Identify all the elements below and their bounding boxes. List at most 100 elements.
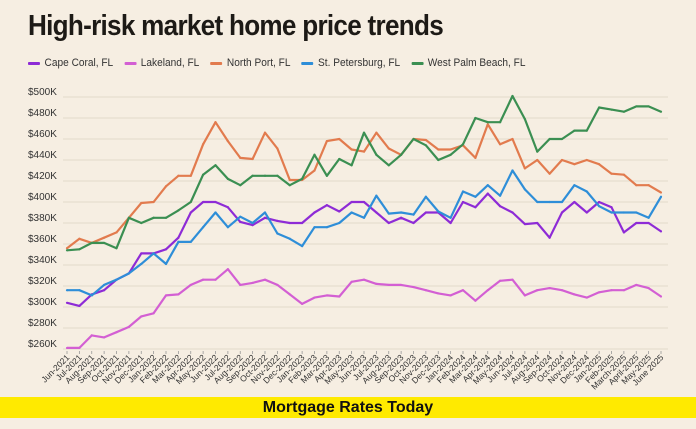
data-point (189, 283, 192, 287)
data-point (202, 200, 205, 204)
data-point (486, 289, 489, 292)
data-point (202, 143, 205, 146)
data-point (622, 110, 625, 113)
data-point (449, 294, 452, 297)
data-point (214, 121, 217, 124)
data-point (585, 296, 588, 299)
data-point (560, 137, 564, 141)
data-point (239, 156, 242, 159)
data-point (65, 289, 69, 292)
data-point (263, 174, 267, 177)
data-point (350, 148, 353, 151)
data-point (400, 153, 403, 156)
data-point (276, 174, 279, 177)
data-point (573, 129, 576, 132)
data-point (560, 211, 564, 214)
data-point (610, 206, 613, 209)
data-point (362, 278, 366, 281)
data-point (511, 211, 514, 214)
data-point (288, 237, 291, 240)
data-point (177, 293, 180, 296)
data-point (90, 241, 93, 245)
data-point (152, 216, 155, 219)
data-point (598, 106, 601, 109)
data-point (474, 156, 477, 159)
legend-swatch (411, 61, 424, 65)
legend-label: St. Petersburg, FL (318, 57, 401, 69)
data-point (375, 211, 378, 214)
data-point (511, 137, 514, 141)
data-point (251, 221, 254, 225)
data-point (560, 158, 564, 162)
data-point (239, 220, 242, 224)
data-point (486, 123, 489, 126)
data-point (424, 144, 427, 147)
data-point (659, 191, 663, 194)
data-point (585, 190, 588, 193)
legend-swatch (124, 61, 137, 65)
data-point (635, 283, 638, 287)
data-point (499, 205, 502, 208)
data-point (387, 212, 390, 215)
data-point (78, 248, 81, 251)
data-point (437, 210, 440, 213)
data-point (375, 194, 378, 197)
data-point (523, 117, 526, 121)
data-point (189, 200, 192, 204)
data-point (362, 131, 366, 134)
data-point (301, 302, 304, 305)
data-point (424, 289, 427, 292)
data-point (474, 195, 477, 198)
data-point (140, 315, 143, 318)
series-line-cape-coral-fl (66, 192, 662, 307)
data-point (127, 325, 130, 329)
data-point (622, 231, 625, 234)
data-point (164, 248, 168, 251)
data-point (412, 221, 415, 225)
data-point (338, 295, 341, 298)
data-point (263, 131, 267, 134)
data-point (177, 174, 180, 177)
data-point (263, 278, 267, 281)
y-tick-label: $480K (28, 108, 57, 119)
data-point (189, 211, 192, 214)
data-point (400, 211, 403, 214)
data-point (474, 116, 477, 120)
data-point (647, 216, 650, 219)
data-point (659, 110, 663, 113)
data-point (536, 289, 539, 292)
data-point (251, 224, 254, 227)
data-point (449, 148, 452, 151)
data-point (647, 287, 650, 290)
data-point (263, 211, 267, 214)
data-point (548, 236, 551, 239)
data-point (424, 211, 427, 214)
data-point (548, 200, 551, 204)
data-point (152, 200, 155, 204)
data-point (598, 200, 601, 204)
data-point (486, 192, 489, 195)
y-tick-label: $440K (28, 150, 57, 161)
data-point (103, 236, 106, 239)
chart-title: High-risk market home price trends (28, 10, 444, 42)
data-point (412, 213, 415, 216)
data-point (239, 283, 242, 287)
data-point (78, 304, 81, 308)
data-point (486, 121, 489, 124)
data-point (140, 252, 143, 255)
data-point (387, 147, 390, 150)
data-point (251, 174, 254, 177)
data-point (301, 245, 304, 248)
data-point (313, 153, 316, 156)
data-point (548, 287, 551, 290)
data-point (647, 105, 650, 108)
data-point (659, 195, 663, 198)
data-point (449, 221, 452, 225)
data-point (288, 293, 291, 296)
data-point (115, 278, 118, 281)
data-point (635, 105, 638, 108)
data-point (548, 137, 551, 141)
data-point (338, 157, 341, 161)
data-point (226, 226, 229, 229)
data-point (276, 147, 279, 150)
